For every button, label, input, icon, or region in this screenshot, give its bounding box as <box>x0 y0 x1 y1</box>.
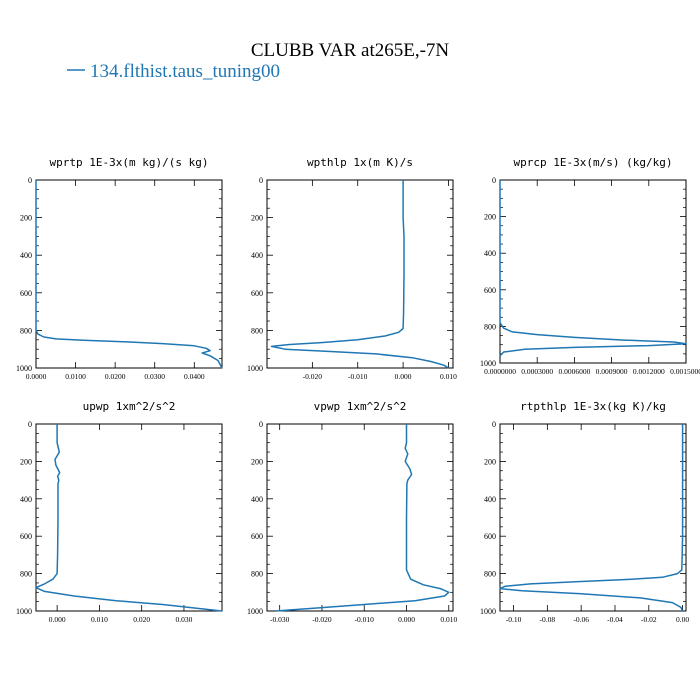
x-tick-label: -0.030 <box>270 615 290 624</box>
figure-title: CLUBB VAR at265E,-7N <box>251 40 450 61</box>
y-tick-label: 600 <box>251 289 263 298</box>
x-tick-label: 0.010 <box>91 615 108 624</box>
panel-title: wprcp 1E-3x(m/s) (kg/kg) <box>514 156 673 169</box>
x-tick-label: -0.020 <box>312 615 332 624</box>
y-tick-label: 1000 <box>16 364 32 373</box>
x-tick-label: -0.04 <box>607 615 623 624</box>
series-line <box>35 424 223 612</box>
x-tick-label: 0.000 <box>395 372 412 381</box>
series-line <box>499 424 684 612</box>
y-tick-label: 200 <box>484 457 496 466</box>
legend-label: 134.flthist.taus_tuning00 <box>90 61 280 82</box>
y-tick-label: 0 <box>492 176 496 185</box>
x-tick-label: 0.010 <box>440 615 457 624</box>
panel-5: vpwp 1xm^2/s^2 0 200 400 600 800 1000 -0.030 -0.… <box>247 400 457 624</box>
plot-frame <box>499 179 687 364</box>
panel-2: wpthlp 1x(m K)/s 0 200 400 600 800 1000 -0.020 -… <box>247 156 457 381</box>
panel-title: vpwp 1xm^2/s^2 <box>314 400 407 413</box>
y-tick-label: 200 <box>20 457 32 466</box>
x-tick-label: 0.0009000 <box>596 367 628 376</box>
x-tick-label: -0.08 <box>540 615 556 624</box>
y-tick-label: 0 <box>28 420 32 429</box>
x-tick-label: 0.000 <box>49 615 66 624</box>
x-tick-label: 0.0003000 <box>521 367 553 376</box>
panels-grid: wprtp 1E-3x(m kg)/(s kg) 0 200 400 600 800 100… <box>16 156 700 624</box>
y-tick-label: 1000 <box>247 607 263 616</box>
panel-3: wprcp 1E-3x(m/s) (kg/kg) 0 200 400 600 800 100… <box>480 156 700 376</box>
x-tick-label: -0.010 <box>355 615 375 624</box>
plot-frame <box>266 423 454 612</box>
y-tick-label: 200 <box>251 214 263 223</box>
series-line <box>275 424 450 612</box>
legend: 134.flthist.taus_tuning00 <box>67 61 280 82</box>
x-tick-label: 0.0006000 <box>558 367 590 376</box>
y-tick-label: 0 <box>259 176 263 185</box>
y-tick-label: 200 <box>20 214 32 223</box>
x-tick-label: 0.0300 <box>144 372 165 381</box>
x-tick-label: 0.0100 <box>65 372 86 381</box>
y-tick-label: 600 <box>20 532 32 541</box>
y-tick-label: 1000 <box>247 364 263 373</box>
y-tick-label: 800 <box>484 322 496 331</box>
x-tick-label: 0.030 <box>176 615 193 624</box>
panel-6: rtpthlp 1E-3x(kg K)/kg 0 200 400 600 800 1000 -… <box>480 400 689 624</box>
panel-1: wprtp 1E-3x(m kg)/(s kg) 0 200 400 600 800 100… <box>16 156 223 381</box>
x-tick-label: -0.10 <box>506 615 522 624</box>
plot-frame <box>35 423 223 612</box>
y-tick-label: 400 <box>20 251 32 260</box>
series-line <box>270 180 449 369</box>
x-tick-label: 0.010 <box>440 372 457 381</box>
y-tick-label: 800 <box>484 570 496 579</box>
panel-title: wpthlp 1x(m K)/s <box>307 156 413 169</box>
y-tick-label: 200 <box>251 457 263 466</box>
x-tick-label: -0.010 <box>348 372 368 381</box>
y-tick-label: 1000 <box>480 607 496 616</box>
y-tick-label: 800 <box>251 326 263 335</box>
y-tick-label: 1000 <box>16 607 32 616</box>
y-tick-label: 400 <box>251 495 263 504</box>
y-tick-label: 600 <box>251 532 263 541</box>
x-tick-label: -0.020 <box>303 372 323 381</box>
x-tick-label: 0.0400 <box>184 372 205 381</box>
y-tick-label: 800 <box>251 570 263 579</box>
y-tick-label: 1000 <box>480 359 496 368</box>
x-tick-label: 0.0200 <box>105 372 126 381</box>
y-tick-label: 400 <box>484 495 496 504</box>
y-tick-label: 400 <box>484 249 496 258</box>
y-tick-label: 800 <box>20 570 32 579</box>
y-tick-label: 600 <box>484 532 496 541</box>
y-tick-label: 0 <box>259 420 263 429</box>
panel-title: rtpthlp 1E-3x(kg K)/kg <box>520 400 666 413</box>
x-tick-label: -0.02 <box>641 615 657 624</box>
x-tick-label: 0.00 <box>676 615 689 624</box>
y-tick-label: 0 <box>28 176 32 185</box>
y-tick-label: 0 <box>492 420 496 429</box>
y-tick-label: 800 <box>20 326 32 335</box>
panel-title: upwp 1xm^2/s^2 <box>83 400 176 413</box>
x-tick-label: 0.020 <box>133 615 150 624</box>
y-tick-label: 400 <box>251 251 263 260</box>
series-line <box>35 180 223 369</box>
series-line <box>499 180 687 357</box>
x-tick-label: 0.0000 <box>26 372 47 381</box>
y-tick-label: 400 <box>20 495 32 504</box>
panel-title: wprtp 1E-3x(m kg)/(s kg) <box>50 156 209 169</box>
plot-frame <box>499 423 687 612</box>
x-tick-label: 0.0015000 <box>670 367 700 376</box>
x-tick-label: 0.0000000 <box>484 367 516 376</box>
panel-4: upwp 1xm^2/s^2 0 200 400 600 800 1000 0.000 0.01… <box>16 400 223 624</box>
x-tick-label: 0.0012000 <box>633 367 665 376</box>
y-tick-label: 600 <box>20 289 32 298</box>
x-tick-label: -0.06 <box>573 615 589 624</box>
y-tick-label: 600 <box>484 286 496 295</box>
x-tick-label: 0.000 <box>398 615 415 624</box>
y-tick-label: 200 <box>484 213 496 222</box>
